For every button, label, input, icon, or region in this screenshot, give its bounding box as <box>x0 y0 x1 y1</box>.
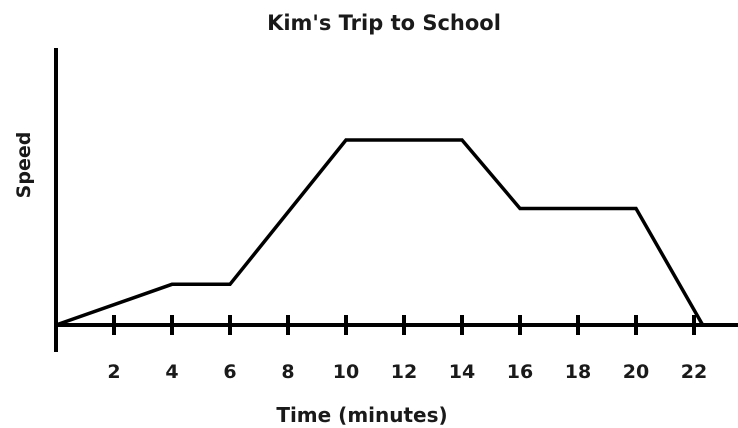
x-tick-label-2: 2 <box>107 361 120 383</box>
x-tick-label-6: 6 <box>223 361 236 383</box>
x-tick-labels: 2 4 6 8 10 12 14 16 18 20 22 <box>107 361 707 383</box>
x-tick-label-18: 18 <box>565 361 591 383</box>
chart-title: Kim's Trip to School <box>267 11 501 35</box>
x-tick-label-12: 12 <box>391 361 417 383</box>
x-tick-label-22: 22 <box>681 361 707 383</box>
x-tick-label-14: 14 <box>449 361 475 383</box>
series-line <box>56 140 703 325</box>
x-tick-label-4: 4 <box>165 361 178 383</box>
x-tick-label-8: 8 <box>281 361 294 383</box>
x-axis-label: Time (minutes) <box>276 403 447 427</box>
y-axis-label: Speed <box>13 132 35 199</box>
x-tick-label-10: 10 <box>333 361 359 383</box>
x-tick-label-20: 20 <box>623 361 649 383</box>
x-tick-label-16: 16 <box>507 361 533 383</box>
